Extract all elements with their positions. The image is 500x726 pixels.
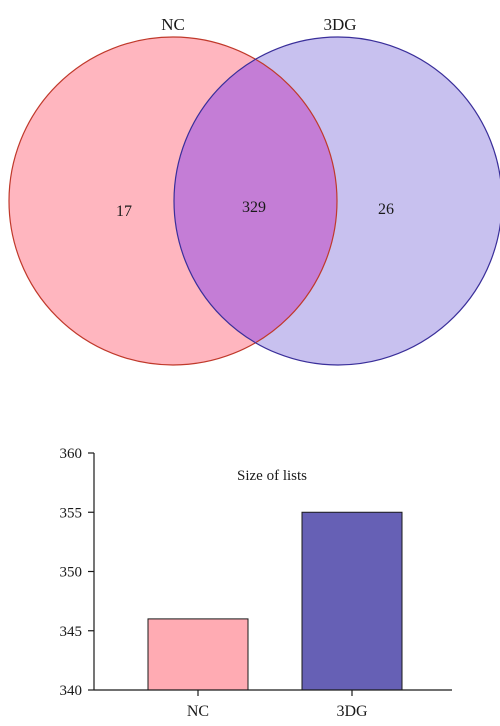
x-tick-label: 3DG bbox=[336, 703, 368, 720]
y-tick-label: 350 bbox=[60, 565, 83, 581]
y-axis: 340 345 350 355 360 bbox=[60, 446, 95, 699]
venn-count-both: 329 bbox=[242, 199, 266, 216]
y-tick-label: 360 bbox=[60, 446, 83, 462]
venn-circle-nc-outline bbox=[8, 36, 338, 366]
venn-set-label-nc: NC bbox=[161, 15, 185, 34]
bars bbox=[147, 511, 403, 691]
venn-count-nc-only: 17 bbox=[116, 203, 132, 220]
bar-chart-title: Size of lists bbox=[237, 468, 307, 484]
y-tick-label: 345 bbox=[60, 624, 83, 640]
venn-diagram: NC 3DG 17 329 26 bbox=[8, 15, 500, 366]
venn-overlap bbox=[174, 37, 337, 365]
y-tick-label: 340 bbox=[60, 683, 83, 699]
venn-set-label-3dg: 3DG bbox=[323, 15, 356, 34]
venn-circle-3dg-outline bbox=[173, 36, 500, 366]
venn-count-3dg-only: 26 bbox=[378, 201, 394, 218]
bar-3dg bbox=[301, 511, 403, 691]
bar-nc bbox=[147, 618, 249, 691]
y-tick-label: 355 bbox=[60, 505, 83, 521]
x-axis: NC 3DG bbox=[94, 689, 452, 720]
x-tick-label: NC bbox=[187, 703, 209, 720]
bar-chart: Size of lists 340 345 350 355 360 NC 3DG bbox=[60, 446, 452, 720]
